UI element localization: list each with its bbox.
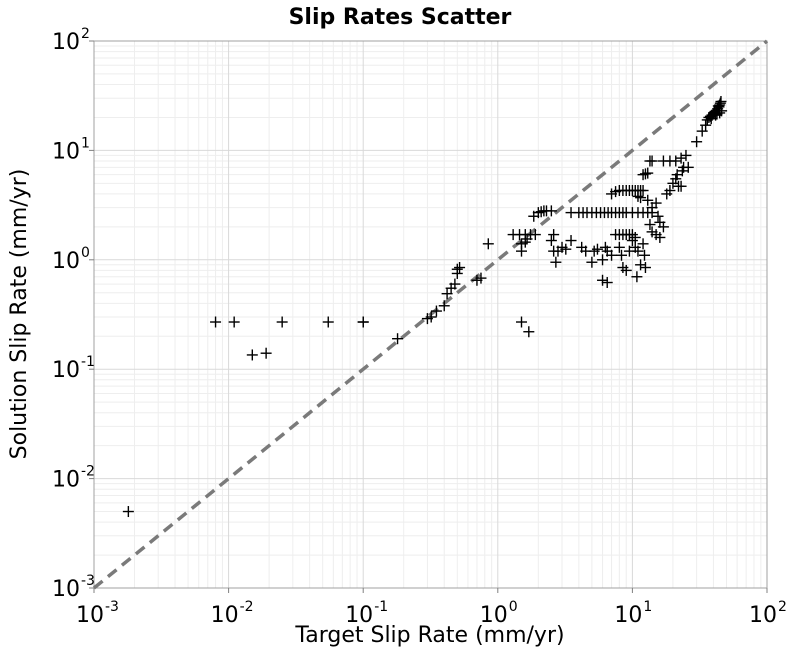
data-point xyxy=(652,210,664,222)
data-point xyxy=(246,349,258,361)
data-point xyxy=(597,274,609,286)
data-point xyxy=(654,231,666,243)
y-axis-ticks: 10-3 10-2 10-1 100 101 102 xyxy=(52,26,95,602)
data-point xyxy=(696,125,708,137)
data-point xyxy=(629,231,641,243)
data-point xyxy=(637,169,649,181)
data-point xyxy=(637,238,649,250)
x-tick-label: 101 xyxy=(614,599,652,628)
y-tick-label: 10-1 xyxy=(52,354,95,383)
data-point xyxy=(650,197,662,209)
data-point xyxy=(639,168,651,180)
data-point xyxy=(545,235,557,247)
data-point xyxy=(475,272,487,284)
data-point xyxy=(545,205,557,217)
data-point xyxy=(276,316,288,328)
data-point xyxy=(644,219,656,231)
y-axis-label: Solution Slip Rate (mm/yr) xyxy=(7,169,32,460)
data-point xyxy=(675,152,687,164)
data-point xyxy=(228,316,240,328)
data-point xyxy=(523,326,535,338)
data-point xyxy=(657,221,669,233)
y-tick-label: 101 xyxy=(52,135,90,164)
data-point xyxy=(639,262,651,274)
data-point xyxy=(635,192,647,204)
data-point xyxy=(548,229,560,241)
data-point xyxy=(606,249,618,261)
data-point xyxy=(670,155,682,167)
data-point xyxy=(642,167,654,179)
data-point xyxy=(449,278,461,290)
data-point xyxy=(260,347,272,359)
data-point xyxy=(482,238,494,250)
data-point xyxy=(529,229,541,241)
y-tick-label: 102 xyxy=(52,26,90,55)
data-point xyxy=(631,271,643,283)
data-point xyxy=(597,254,609,266)
x-axis-ticks: 10-3 10-2 10-1 100 101 102 xyxy=(76,588,787,628)
data-point xyxy=(425,311,437,323)
y-tick-label: 100 xyxy=(52,245,90,274)
data-point xyxy=(700,119,712,131)
plot-frame xyxy=(93,40,768,589)
data-point xyxy=(535,206,547,218)
data-point xyxy=(550,256,562,268)
y-tick-label: 10-3 xyxy=(52,573,95,602)
data-point xyxy=(646,155,658,167)
data-point xyxy=(438,300,450,312)
data-point xyxy=(613,241,625,253)
y-tick-label: 10-2 xyxy=(52,464,95,493)
data-point xyxy=(392,333,404,345)
data-point xyxy=(454,262,466,274)
data-point xyxy=(591,243,603,255)
grid-lines xyxy=(93,40,768,589)
data-point xyxy=(715,95,727,107)
data-point xyxy=(639,249,651,261)
data-point xyxy=(565,235,577,247)
x-axis-label: Target Slip Rate (mm/yr) xyxy=(294,623,564,648)
data-point xyxy=(637,184,649,196)
data-point xyxy=(632,190,644,202)
data-point xyxy=(357,316,369,328)
data-point xyxy=(675,180,687,192)
data-point xyxy=(122,506,134,518)
data-point xyxy=(516,316,528,328)
chart-title: Slip Rates Scatter xyxy=(289,5,512,30)
data-point xyxy=(680,149,692,161)
data-point xyxy=(620,264,632,276)
x-tick-label: 10-3 xyxy=(76,599,119,628)
data-point xyxy=(521,233,533,245)
data-point xyxy=(430,305,442,317)
data-point xyxy=(210,316,222,328)
data-point xyxy=(667,177,679,189)
data-point xyxy=(714,107,726,119)
x-tick-label: 102 xyxy=(749,599,787,628)
x-tick-label: 10-2 xyxy=(211,599,254,628)
data-point xyxy=(682,161,694,173)
data-point xyxy=(626,229,638,241)
data-point xyxy=(560,243,572,255)
data-point xyxy=(322,316,334,328)
data-points xyxy=(122,95,728,518)
data-point xyxy=(451,263,463,275)
data-point xyxy=(642,194,654,206)
data-point xyxy=(601,277,613,289)
data-point xyxy=(616,249,628,261)
data-point xyxy=(532,207,544,219)
data-point xyxy=(632,245,644,257)
x-tick-label: 10-1 xyxy=(345,599,388,628)
data-point xyxy=(586,256,598,268)
data-point xyxy=(664,184,676,196)
data-point xyxy=(691,136,703,148)
data-point xyxy=(635,259,647,271)
data-point xyxy=(711,108,723,120)
x-tick-label: 100 xyxy=(480,599,518,628)
